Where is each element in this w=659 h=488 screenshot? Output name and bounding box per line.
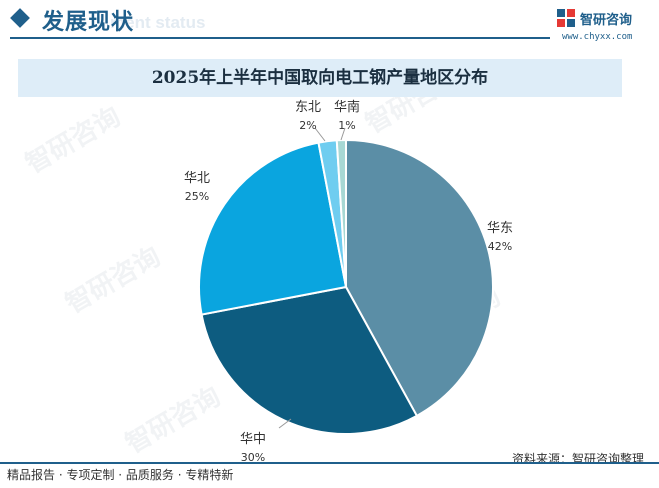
slice-label-0: 华东 (487, 221, 513, 236)
slice-label-4: 华南 (334, 99, 360, 115)
section-subtitle: ment status (110, 13, 206, 32)
slice-value-4: 1% (338, 119, 355, 132)
pie-slice-1 (200, 285, 419, 435)
leader-line-3 (314, 127, 326, 142)
leader-line-4 (340, 127, 346, 141)
slice-value-2: 25% (185, 190, 209, 203)
chart-title-band: 2025年上半年中国取向电工钢产量地区分布 (18, 59, 622, 97)
leader-line-1 (278, 418, 292, 429)
header-divider (10, 37, 550, 39)
slice-label-1: 华中 (240, 432, 266, 447)
slice-value-0: 42% (488, 240, 512, 253)
brand-url: www.chyxx.com (562, 32, 633, 42)
header: ment status 发展现状 智研咨询 www.chyxx.com (0, 0, 659, 44)
pie-slice-2 (198, 141, 348, 316)
footer-text: 精品报告 · 专项定制 · 品质服务 · 专精特新 (7, 468, 234, 482)
chart-title: 2025年上半年中国取向电工钢产量地区分布 (151, 68, 489, 88)
section-title: 发展现状 (42, 10, 135, 35)
pie-slice-0 (345, 138, 494, 418)
slice-value-3: 2% (299, 119, 316, 132)
slice-label-2: 华北 (184, 171, 210, 186)
brand-logo-icon (557, 9, 575, 27)
footer: 精品报告 · 专项定制 · 品质服务 · 专精特新 (0, 462, 659, 488)
slice-value-1: 30% (241, 451, 265, 464)
brand: 智研咨询 www.chyxx.com (556, 6, 656, 46)
slice-label-3: 东北 (295, 100, 321, 115)
brand-name: 智研咨询 (580, 13, 633, 28)
footer-divider (0, 462, 659, 464)
